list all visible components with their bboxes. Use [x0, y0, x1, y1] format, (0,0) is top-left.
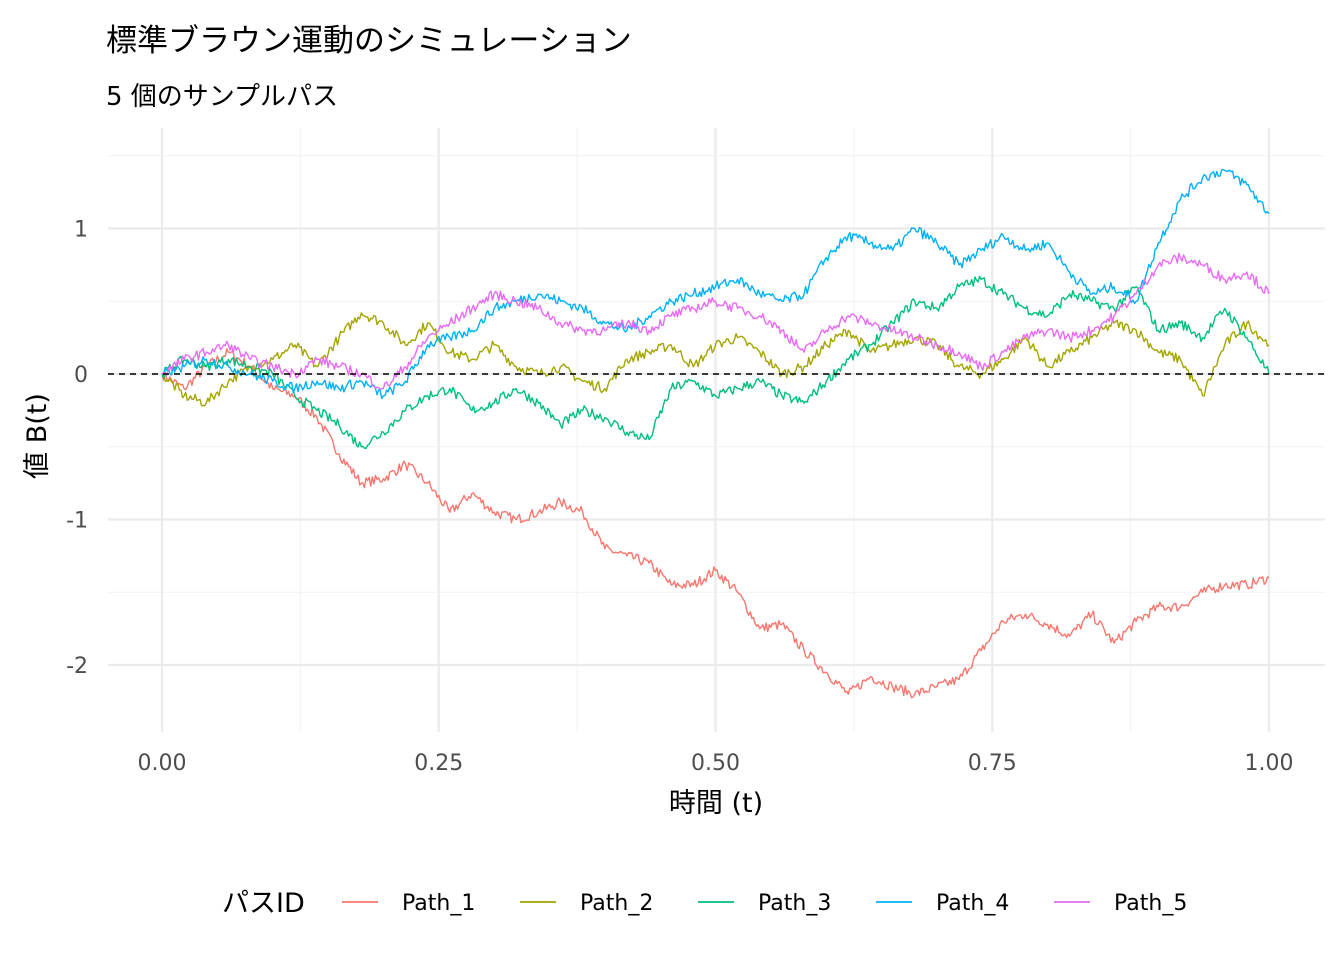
legend-label: Path_1 [402, 891, 475, 916]
y-tick-label: 1 [74, 218, 88, 243]
x-axis-ticks: 0.00 0.25 0.50 0.75 1.00 [138, 751, 1294, 776]
legend-item-path_4: Path_4 [876, 891, 1009, 916]
legend-item-path_3: Path_3 [698, 891, 831, 916]
legend-item-path_2: Path_2 [520, 891, 653, 916]
legend-label: Path_4 [936, 891, 1009, 916]
legend-label: Path_2 [580, 891, 653, 916]
x-tick-label: 0.50 [691, 751, 740, 776]
x-tick-label: 0.00 [138, 751, 187, 776]
series-line-path_1 [161, 348, 1270, 699]
legend-item-path_1: Path_1 [342, 891, 475, 916]
chart-title: 標準ブラウン運動のシミュレーション [106, 23, 632, 59]
x-tick-label: 0.75 [968, 751, 1017, 776]
x-tick-label: 1.00 [1245, 751, 1294, 776]
y-tick-label: -2 [66, 654, 88, 679]
y-tick-label: 0 [74, 363, 88, 388]
series-line-path_2 [161, 312, 1270, 407]
legend-title: パスID [222, 888, 305, 919]
x-tick-label: 0.25 [414, 751, 463, 776]
y-tick-label: -1 [66, 509, 88, 534]
legend-label: Path_3 [758, 891, 831, 916]
x-axis-title: 時間 (t) [669, 788, 763, 819]
legend: パスID Path_1 Path_2 Path_3 Path_4 Path_5 [222, 888, 1187, 919]
series-line-path_4 [161, 168, 1270, 400]
series-line-path_3 [161, 275, 1270, 450]
y-axis-ticks: -2 -1 0 1 [66, 218, 88, 680]
legend-item-path_5: Path_5 [1054, 891, 1187, 916]
series-line-path_5 [161, 252, 1270, 391]
legend-label: Path_5 [1114, 891, 1187, 916]
series-layer [161, 168, 1270, 699]
legend-items: Path_1 Path_2 Path_3 Path_4 Path_5 [342, 891, 1187, 916]
chart-subtitle: 5 個のサンプルパス [106, 82, 338, 112]
grid [108, 128, 1325, 732]
y-axis-title: 値 B(t) [22, 393, 53, 479]
